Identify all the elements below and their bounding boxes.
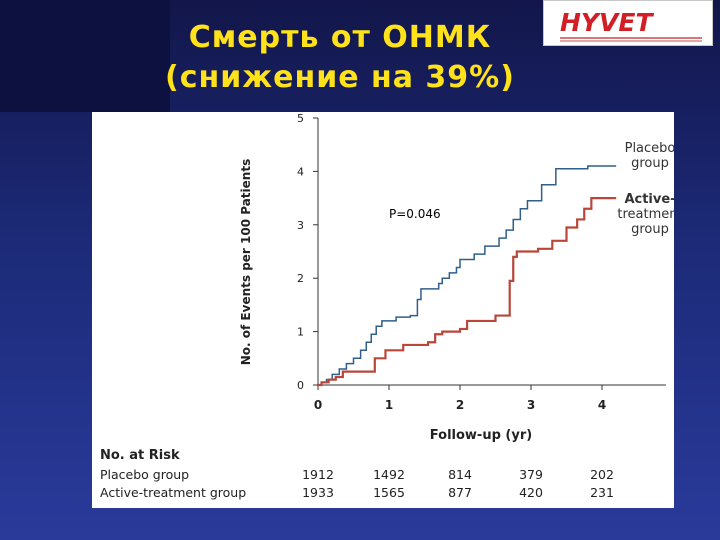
risk-cell: 1565 bbox=[373, 485, 405, 500]
y-tick-label: 4 bbox=[297, 165, 304, 178]
risk-cell: 877 bbox=[448, 485, 472, 500]
y-tick-label: 5 bbox=[297, 112, 304, 125]
risk-row-label: Active-treatment group bbox=[100, 485, 246, 500]
hyvet-logo-graphic: HYVET bbox=[560, 8, 702, 42]
active-legend-label: treatment bbox=[617, 207, 674, 222]
risk-cell: 420 bbox=[519, 485, 543, 500]
y-tick-label: 2 bbox=[297, 272, 304, 285]
y-tick-label: 3 bbox=[297, 219, 304, 232]
y-tick-label: 0 bbox=[297, 379, 304, 392]
axes: 0 1 2 3 4 5 0 1 2 3 4 bbox=[297, 112, 666, 412]
active-legend-label: Active- bbox=[624, 192, 674, 207]
hyvet-logo: HYVET bbox=[543, 0, 713, 46]
x-tick-label: 3 bbox=[527, 398, 535, 412]
y-tick-label: 1 bbox=[297, 326, 304, 339]
logo-wordmark: HYVET bbox=[560, 8, 654, 37]
risk-row-label: Placebo group bbox=[100, 467, 189, 482]
risk-cell: 379 bbox=[519, 467, 543, 482]
chart-panel: No. of Events per 100 Patients Follow-up… bbox=[92, 112, 683, 508]
placebo-legend-label: Placebo bbox=[625, 141, 674, 156]
background-panel bbox=[0, 0, 170, 112]
placebo-series-line bbox=[318, 165, 617, 386]
x-tick-label: 1 bbox=[385, 398, 393, 412]
risk-cell: 1912 bbox=[302, 467, 334, 482]
x-tick-label: 4 bbox=[598, 398, 606, 412]
x-tick-label: 2 bbox=[456, 398, 464, 412]
y-axis-label-group: No. of Events per 100 Patients bbox=[239, 159, 253, 365]
risk-cell: 1492 bbox=[373, 467, 405, 482]
risk-table-header: No. at Risk bbox=[100, 448, 180, 463]
active-legend-label: group bbox=[631, 222, 669, 237]
y-axis-label: No. of Events per 100 Patients bbox=[239, 159, 253, 365]
risk-cell: 202 bbox=[590, 467, 614, 482]
risk-table: No. at Risk Placebo group 1912 1492 814 379 20… bbox=[100, 448, 614, 500]
risk-cell: 1933 bbox=[302, 485, 334, 500]
active-series-line bbox=[318, 197, 617, 387]
x-tick-label: 0 bbox=[314, 398, 322, 412]
slide-title: Смерть от ОНМК (снижение на 39%) bbox=[150, 18, 530, 98]
risk-cell: 814 bbox=[448, 467, 472, 482]
p-value-annotation: P=0.046 bbox=[389, 207, 441, 221]
risk-cell: 231 bbox=[590, 485, 614, 500]
x-axis-label: Follow-up (yr) bbox=[430, 428, 532, 443]
chart-svg: No. of Events per 100 Patients Follow-up… bbox=[100, 112, 683, 500]
title-line-1: Смерть от ОНМК bbox=[188, 20, 492, 55]
placebo-legend-label: group bbox=[631, 156, 669, 171]
series-lines bbox=[318, 165, 617, 387]
title-line-2: (снижение на 39%) bbox=[165, 60, 515, 95]
